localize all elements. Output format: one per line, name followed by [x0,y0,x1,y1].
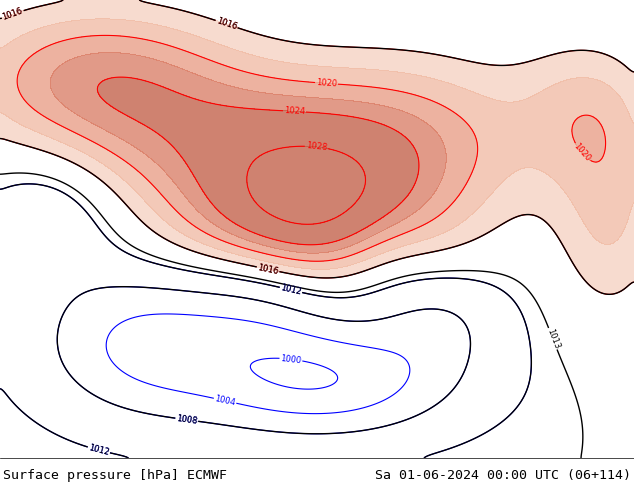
Text: 1004: 1004 [214,394,236,407]
Text: 1008: 1008 [176,414,198,426]
Text: 1028: 1028 [306,142,327,152]
Text: 1016: 1016 [1,6,24,22]
Text: 1012: 1012 [280,283,302,297]
Text: 1016: 1016 [215,17,238,32]
Text: 1000: 1000 [280,354,302,365]
Text: Sa 01-06-2024 00:00 UTC (06+114): Sa 01-06-2024 00:00 UTC (06+114) [375,469,631,482]
Text: 1016: 1016 [215,17,238,32]
Text: 1020: 1020 [316,78,337,89]
Text: 1012: 1012 [87,443,110,457]
Text: Surface pressure [hPa] ECMWF: Surface pressure [hPa] ECMWF [3,469,227,482]
Text: 1016: 1016 [257,263,280,276]
Text: 1008: 1008 [176,414,198,426]
Text: 1024: 1024 [284,106,305,117]
Text: 1020: 1020 [572,142,592,164]
Text: 1013: 1013 [545,327,561,350]
Text: 1012: 1012 [280,283,302,297]
Text: 1016: 1016 [1,6,24,22]
Text: 1012: 1012 [87,443,110,457]
Text: 1016: 1016 [257,263,280,276]
